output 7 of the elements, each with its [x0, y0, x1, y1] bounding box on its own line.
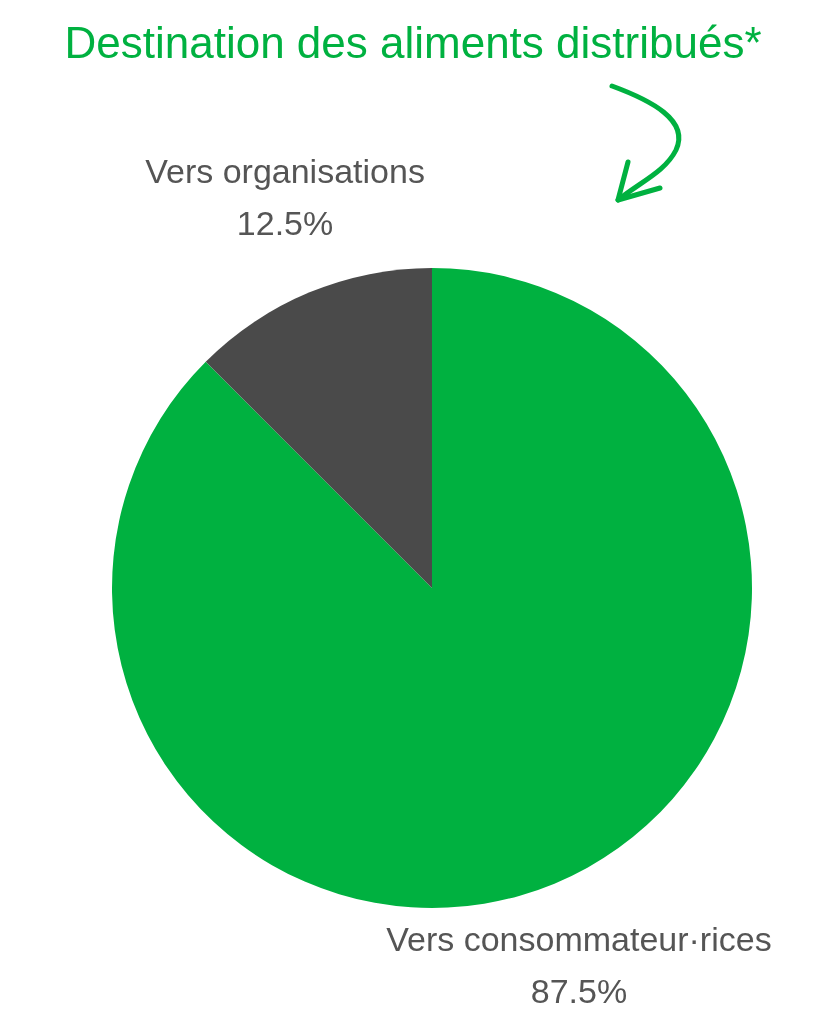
chart-title: Destination des aliments distribués* — [64, 18, 762, 67]
slice-label: Vers organisations — [145, 152, 425, 191]
slice-label: Vers consommateur·rices — [386, 919, 772, 958]
pie-slice — [112, 268, 752, 908]
pie-slice — [205, 268, 432, 588]
data-label: 12.5% — [236, 204, 334, 243]
data-label: 87.5% — [530, 971, 628, 1010]
